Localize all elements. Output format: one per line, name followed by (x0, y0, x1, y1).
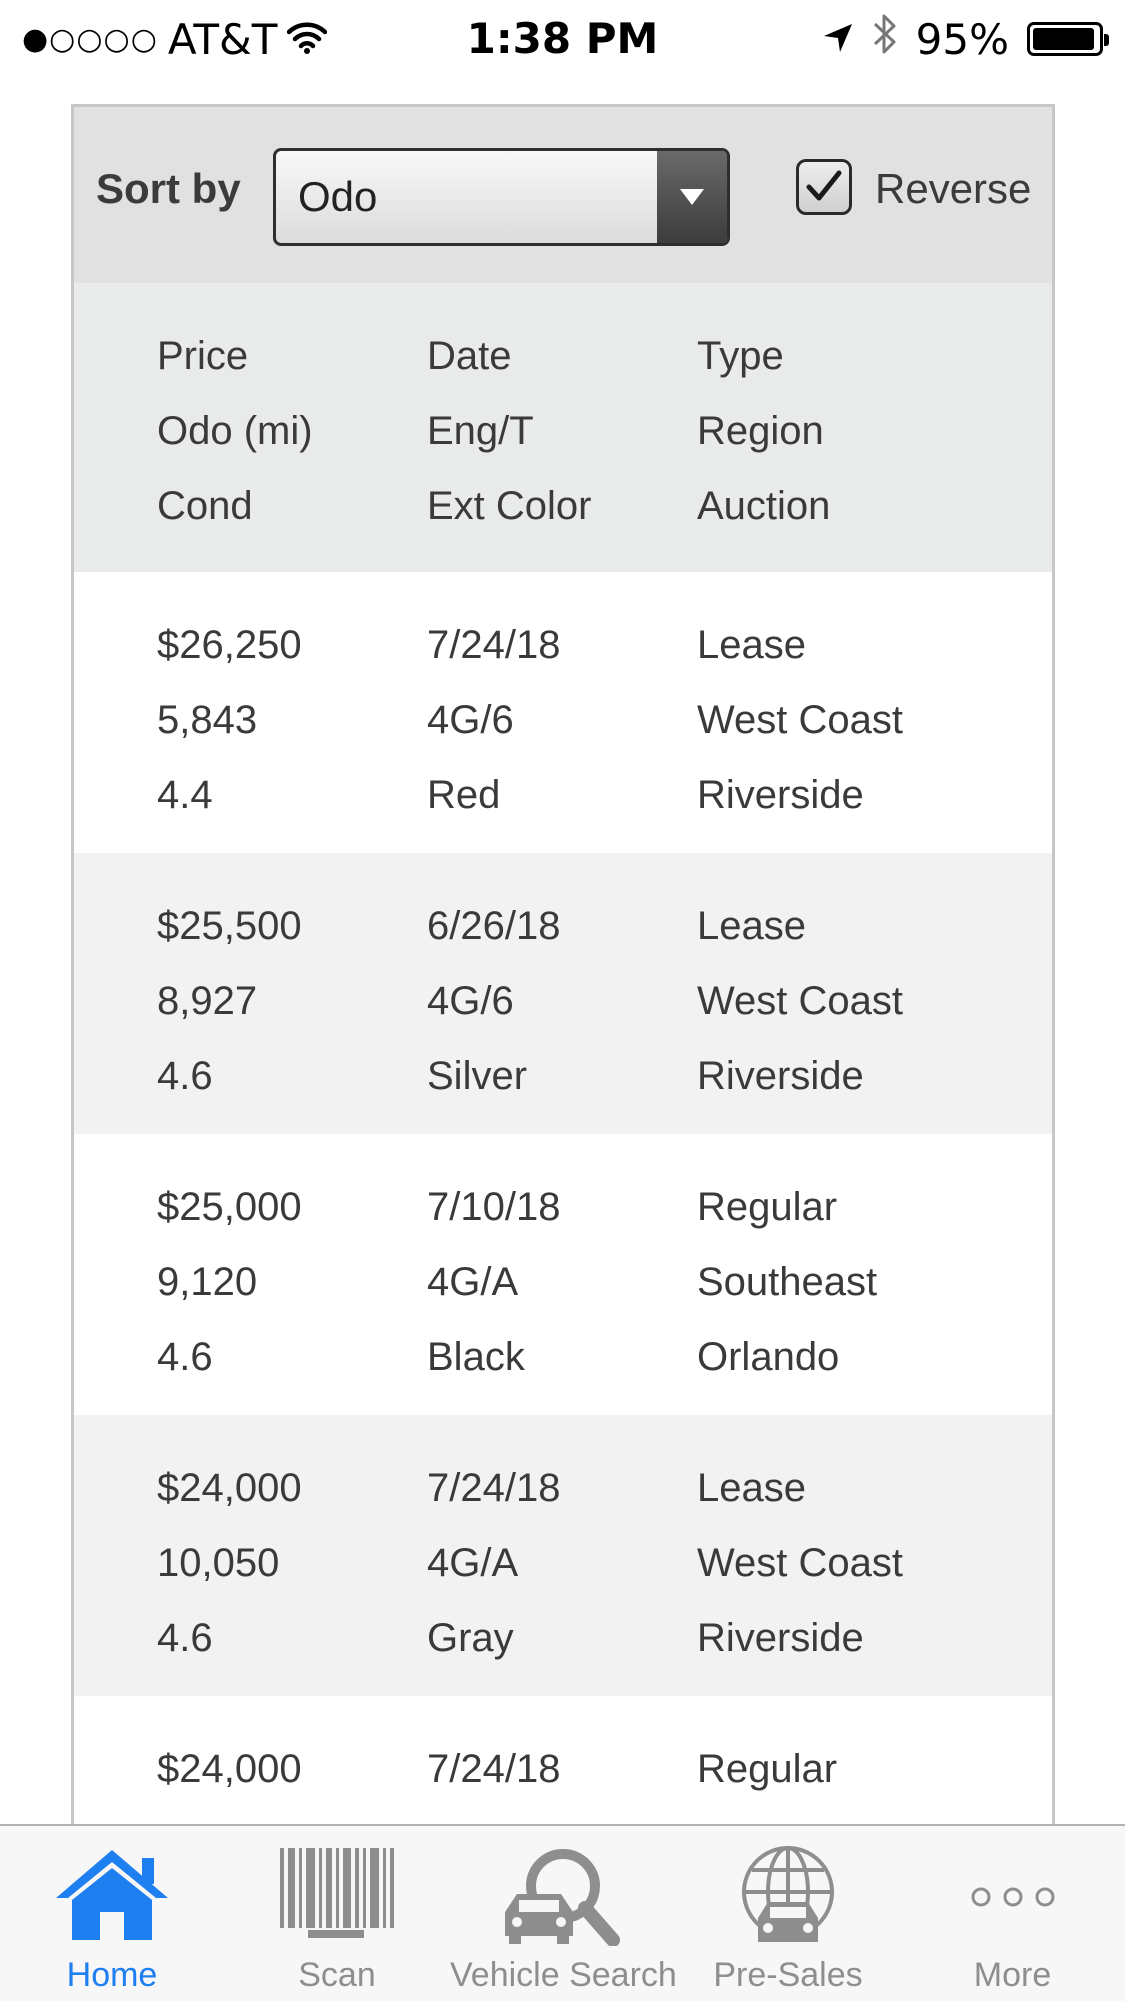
column-header-price: Price (157, 334, 249, 378)
reverse-checkbox[interactable] (796, 159, 852, 215)
signal-strength-icon: ●○○○○ (22, 21, 158, 57)
row-odo: 5,843 (157, 698, 258, 742)
row-color: Gray (427, 1616, 514, 1660)
home-icon (50, 1846, 174, 1947)
row-price: $24,000 (157, 1747, 302, 1791)
result-row[interactable]: $26,250 7/24/18 Lease 5,843 4G/6 West Co… (74, 572, 1052, 853)
row-eng: 4G/A (427, 1807, 697, 1824)
row-auction: Riverside (697, 1616, 864, 1660)
sort-by-label: Sort by (96, 165, 241, 212)
tab-label: Pre-Sales (713, 1956, 863, 1994)
column-header: Price Date Type Odo (mi) Eng/T Region Co… (74, 283, 1052, 572)
result-row[interactable]: $24,000 7/24/18 Lease 10,050 4G/A West C… (74, 1415, 1052, 1696)
tab-label: Home (66, 1956, 158, 1994)
results-panel: Sort by Odo Reverse Price Date Type Odo … (71, 104, 1055, 1824)
tab-bar: Home Scan (0, 1824, 1125, 2001)
row-odo: 10,050 (157, 1541, 280, 1585)
row-date: 7/24/18 (427, 1466, 561, 1510)
row-auction: Riverside (697, 1054, 864, 1098)
row-odo: 12,718 (157, 1807, 427, 1824)
globe-car-icon (736, 1846, 840, 1951)
row-date: 7/24/18 (427, 1747, 561, 1791)
reverse-label[interactable]: Reverse (875, 165, 1032, 212)
column-header-color: Ext Color (427, 484, 592, 528)
row-eng: 4G/6 (427, 979, 514, 1023)
tab-label: Scan (298, 1956, 376, 1994)
result-row[interactable]: $25,500 6/26/18 Lease 8,927 4G/6 West Co… (74, 853, 1052, 1134)
bluetooth-icon (872, 12, 898, 66)
column-header-cond: Cond (157, 484, 253, 528)
tab-pre-sales[interactable]: Pre-Sales (676, 1826, 900, 2001)
column-header-region: Region (697, 409, 824, 453)
barcode-icon (278, 1846, 396, 1947)
row-auction: Orlando (697, 1335, 840, 1379)
row-price: $25,500 (157, 904, 302, 948)
tab-label: More (973, 1956, 1052, 1994)
row-cond: 4.4 (157, 773, 213, 817)
row-date: 7/24/18 (427, 623, 561, 667)
status-bar: ●○○○○ AT&T 1:38 PM 95% (0, 0, 1125, 78)
row-auction: Riverside (697, 773, 864, 817)
row-eng: 4G/A (427, 1260, 519, 1304)
column-header-type: Type (697, 334, 784, 378)
row-price: $25,000 (157, 1185, 302, 1229)
row-color: Red (427, 773, 501, 817)
more-icon (970, 1886, 1056, 1913)
row-type: Lease (697, 904, 806, 948)
tab-label: Vehicle Search (450, 1956, 677, 1994)
row-region: West Coast (697, 1541, 903, 1585)
column-header-odo: Odo (mi) (157, 409, 313, 453)
sort-select[interactable]: Odo (273, 148, 730, 246)
column-header-date: Date (427, 334, 512, 378)
row-type: Regular (697, 1747, 838, 1791)
tab-home[interactable]: Home (0, 1826, 224, 2001)
row-price: $24,000 (157, 1466, 302, 1510)
tab-vehicle-search[interactable]: Vehicle Search (450, 1826, 677, 2001)
car-search-icon (501, 1846, 625, 1951)
wifi-icon (287, 15, 328, 64)
row-cond: 4.6 (157, 1054, 213, 1098)
row-color: Black (427, 1335, 525, 1379)
tab-scan[interactable]: Scan (224, 1826, 450, 2001)
row-region: Southeast (697, 1260, 878, 1304)
row-cond: 4.6 (157, 1616, 213, 1660)
row-eng: 4G/A (427, 1541, 519, 1585)
column-header-eng: Eng/T (427, 409, 534, 453)
row-region: West Coast (697, 979, 903, 1023)
row-region: West Coast (697, 1807, 977, 1824)
row-odo: 8,927 (157, 979, 258, 1023)
carrier-name: AT&T (167, 14, 278, 64)
row-date: 7/10/18 (427, 1185, 561, 1229)
location-arrow-icon (822, 15, 854, 64)
row-color: Silver (427, 1054, 528, 1098)
result-row[interactable]: $24,000 7/24/18 Regular 12,718 4G/A West… (74, 1696, 1052, 1824)
dropdown-arrow-icon[interactable] (657, 151, 727, 243)
row-region: West Coast (697, 698, 903, 742)
row-type: Lease (697, 623, 806, 667)
row-type: Lease (697, 1466, 806, 1510)
row-price: $26,250 (157, 623, 302, 667)
row-eng: 4G/6 (427, 698, 514, 742)
checkmark-icon (806, 170, 842, 201)
result-row[interactable]: $25,000 7/10/18 Regular 9,120 4G/A South… (74, 1134, 1052, 1415)
tab-more[interactable]: More (900, 1826, 1125, 2001)
battery-icon (1027, 22, 1109, 56)
battery-percent: 95% (915, 14, 1009, 64)
row-cond: 4.6 (157, 1335, 213, 1379)
column-header-auction: Auction (697, 484, 831, 528)
row-date: 6/26/18 (427, 904, 561, 948)
sort-bar: Sort by Odo Reverse (74, 107, 1052, 283)
sort-select-value: Odo (298, 173, 378, 220)
row-odo: 9,120 (157, 1260, 258, 1304)
row-type: Regular (697, 1185, 838, 1229)
status-time: 1:38 PM (466, 14, 659, 63)
